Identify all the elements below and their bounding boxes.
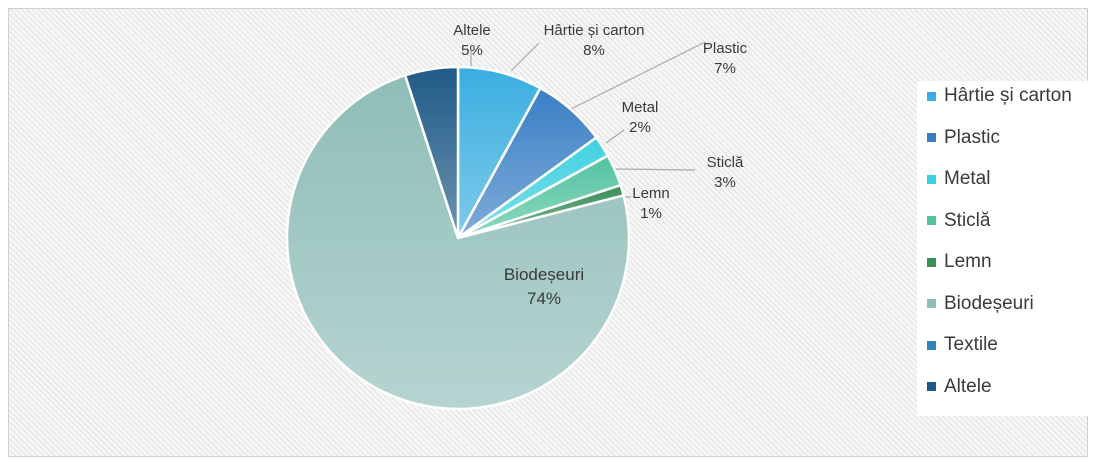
legend-swatch: [927, 133, 936, 142]
legend-swatch: [927, 174, 936, 184]
legend-item-metal: Metal: [927, 166, 990, 192]
legend-item-lemn: Lemn: [927, 249, 992, 275]
legend-label: Altele: [944, 375, 992, 397]
slice-name-label: Altele: [453, 22, 491, 39]
legend-item-biodeseuri: Biodeșeuri: [927, 291, 1034, 317]
legend-item-altele: Altele: [927, 374, 992, 400]
legend-item-hartie-si-carton: Hârtie și carton: [927, 83, 1072, 109]
legend-item-textile: Textile: [927, 332, 998, 358]
legend-swatch: [927, 340, 936, 350]
slice-value-label: 1%: [640, 205, 662, 222]
legend-swatch: [927, 257, 936, 267]
chart-area: Hârtie și carton 8% Plastic 7% Metal 2% Sticlă…: [8, 8, 1094, 457]
slice-name-label: Hârtie și carton: [544, 22, 645, 39]
slice-value-label: 8%: [583, 42, 605, 59]
slice-name-label: Lemn: [632, 185, 670, 202]
legend-label: Hârtie și carton: [944, 85, 1072, 106]
legend-label: Lemn: [944, 251, 992, 272]
legend-label: Sticlă: [944, 209, 991, 231]
legend: Hârtie și carton Plastic Metal Sticlă Lemn Bi…: [917, 81, 1094, 416]
legend-swatch: [927, 299, 936, 308]
legend-swatch: [927, 91, 936, 101]
pie-chart: Hârtie și carton 8% Plastic 7% Metal 2% Sticlă…: [285, 22, 748, 411]
slice-name-label: Biodeșeuri: [504, 265, 584, 284]
legend-swatch: [927, 382, 936, 391]
pie-slice-altele: [403, 65, 460, 239]
slice-value-label: 74%: [527, 289, 561, 308]
slice-value-label: 5%: [461, 42, 483, 59]
slice-name-label: Plastic: [703, 40, 748, 57]
leader-line-plastic: [570, 41, 706, 110]
legend-item-plastic: Plastic: [927, 125, 1000, 151]
slice-value-label: 7%: [714, 60, 736, 77]
slice-value-label: 3%: [714, 174, 736, 191]
slice-name-label: Sticlă: [707, 154, 744, 171]
leader-line-metal: [605, 129, 625, 144]
pie-slice-biodeseuri: [285, 73, 631, 411]
legend-label: Biodeșeuri: [944, 292, 1034, 314]
leader-line-hartie-si-carton: [510, 42, 540, 72]
legend-label: Metal: [944, 168, 991, 189]
legend-item-sticla: Sticlă: [927, 208, 990, 234]
legend-label: Textile: [944, 334, 998, 355]
slice-name-label: Metal: [622, 99, 659, 116]
leader-line-sticla: [612, 168, 696, 171]
slice-value-label: 2%: [629, 119, 651, 136]
legend-swatch: [927, 216, 936, 225]
legend-label: Plastic: [944, 126, 1000, 148]
